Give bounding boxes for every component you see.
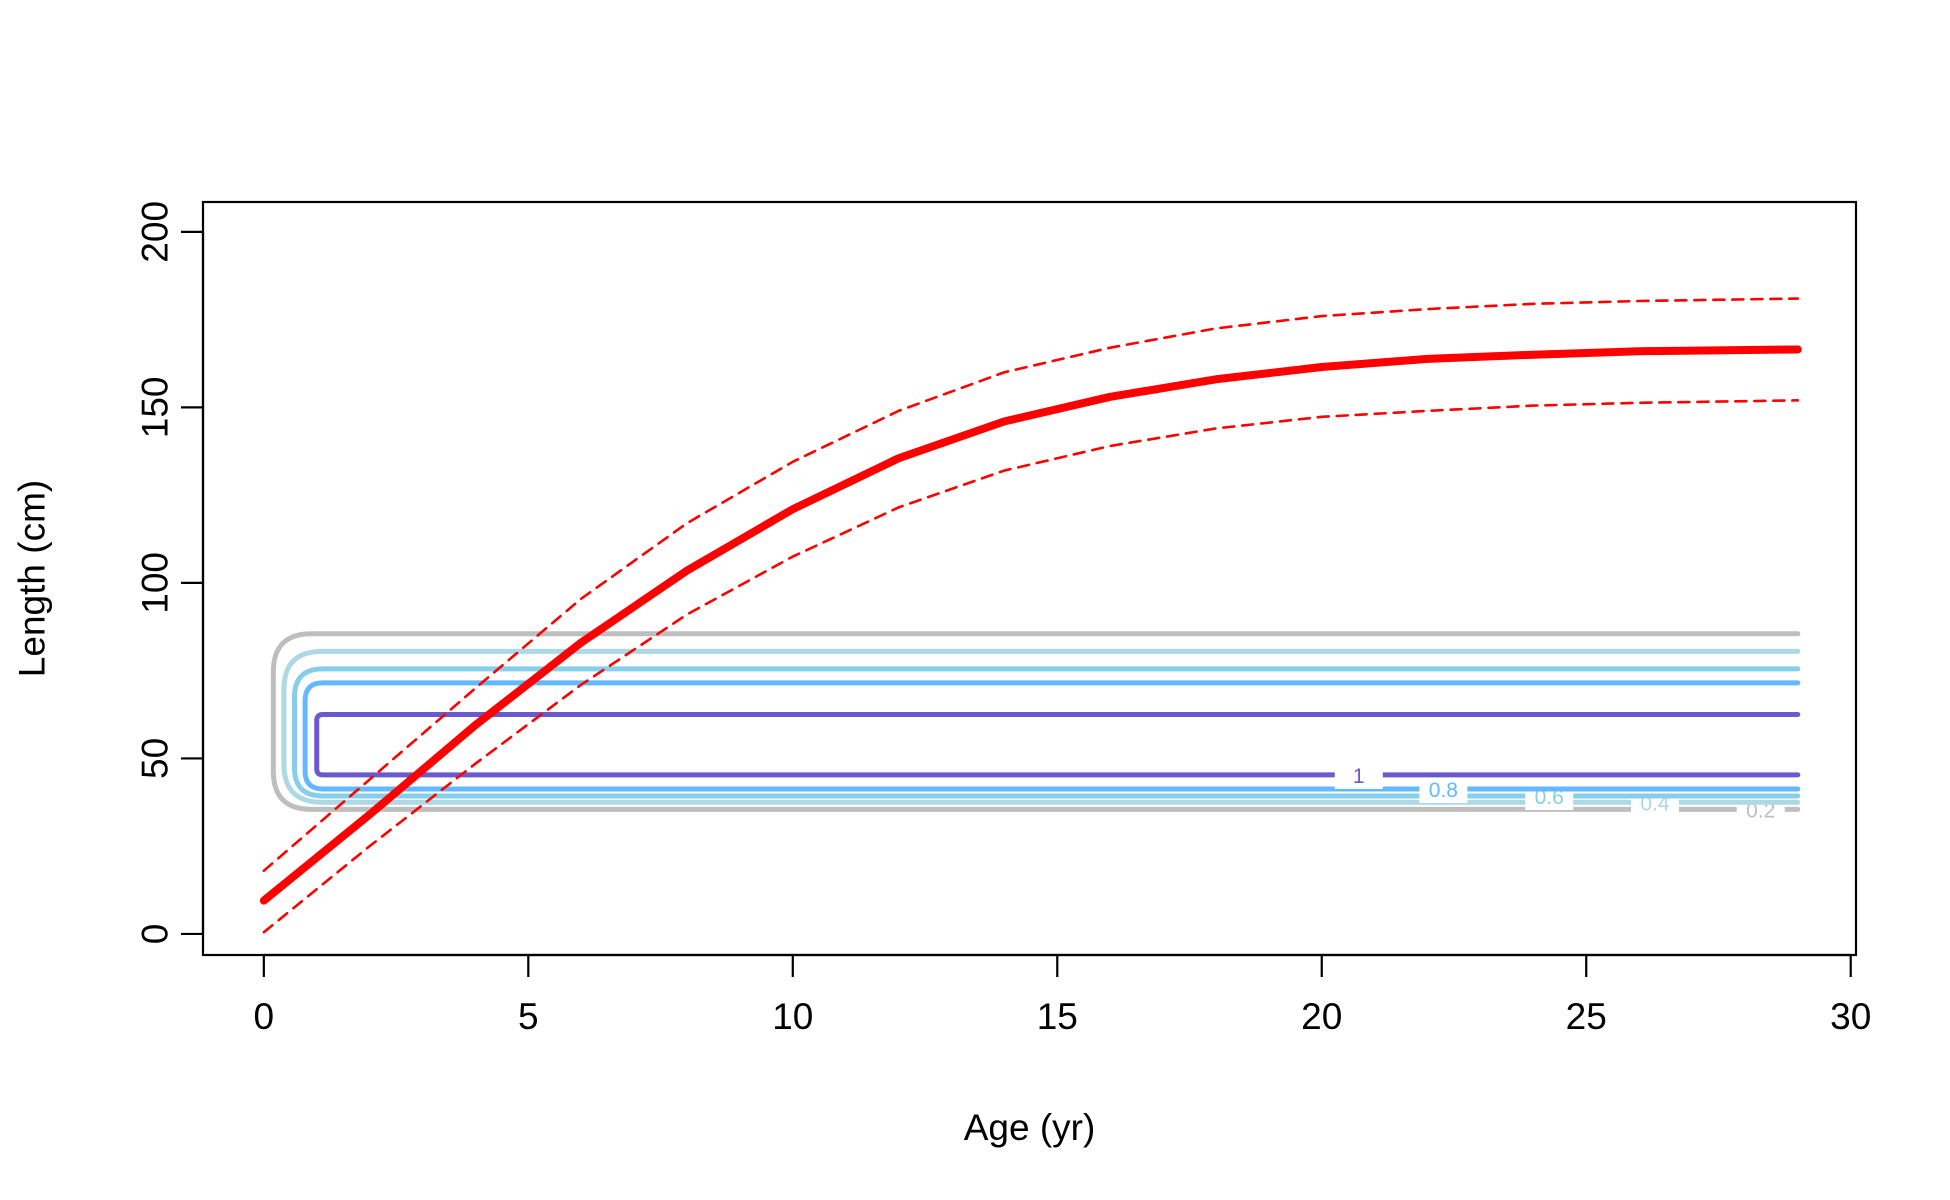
contour-line-1 xyxy=(314,712,1801,778)
x-tick-label: 0 xyxy=(254,996,275,1037)
contour-label-gap xyxy=(1334,760,1383,789)
y-tick-label: 50 xyxy=(135,738,176,779)
x-tick-label: 5 xyxy=(518,996,539,1037)
contour-label-gap xyxy=(1419,774,1468,803)
contour-label: 0.8 xyxy=(1429,779,1458,802)
x-tick-label: 20 xyxy=(1301,996,1342,1037)
contour-line-0-4 xyxy=(281,648,1801,805)
upper-interval-line xyxy=(262,297,1800,873)
y-axis: 0 50 100 150 200 xyxy=(135,201,205,945)
x-tick-label: 10 xyxy=(772,996,813,1037)
x-tick-label: 25 xyxy=(1566,996,1607,1037)
x-axis-title: Age (yr) xyxy=(964,1107,1096,1148)
series-layer xyxy=(259,297,1802,934)
lower-interval-line xyxy=(262,399,1800,934)
y-tick-label: 200 xyxy=(135,201,176,263)
contour-line-0-6 xyxy=(292,666,1801,799)
mean-growth-line xyxy=(259,345,1802,905)
contour-line-0-2 xyxy=(270,631,1801,812)
x-tick-label: 15 xyxy=(1037,996,1078,1037)
x-axis: 0 5 10 15 20 25 30 xyxy=(254,953,1871,1037)
contour-label-gap xyxy=(1630,788,1679,817)
y-tick-label: 0 xyxy=(135,924,176,945)
contour-label: 1 xyxy=(1353,765,1365,788)
y-tick-label: 100 xyxy=(135,552,176,614)
y-tick-label: 150 xyxy=(135,376,176,438)
y-axis-title: Length (cm) xyxy=(12,480,53,677)
contour-label: 0.6 xyxy=(1535,786,1564,809)
contour-label: 0.2 xyxy=(1746,799,1775,822)
contour-layer: 0.20.40.60.81 xyxy=(270,631,1801,824)
contour-line-0-8 xyxy=(302,680,1801,792)
x-tick-label: 30 xyxy=(1830,996,1871,1037)
